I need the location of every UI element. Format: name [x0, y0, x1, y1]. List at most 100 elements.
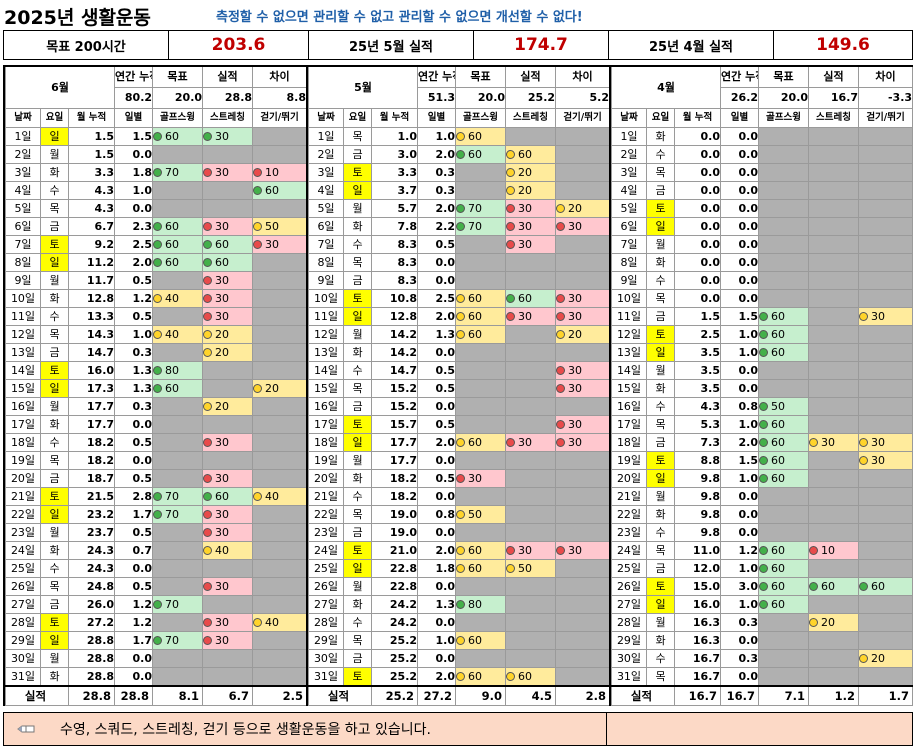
daily-cell: 0.0	[720, 199, 760, 218]
daily-cell: 2.3	[114, 217, 154, 236]
value-text: 20	[568, 327, 583, 341]
date-cell: 20일	[5, 469, 41, 488]
weekday-cell: 일	[343, 559, 372, 578]
status-dot-icon	[456, 221, 466, 231]
monthly-cum-cell: 14.3	[67, 325, 116, 344]
value-text: 30	[215, 129, 230, 143]
daily-cell: 0.0	[114, 451, 154, 470]
golf-cell	[152, 271, 204, 290]
stretch-cell	[808, 523, 860, 542]
golf-cell: 60	[455, 145, 507, 164]
status-dot-icon	[556, 383, 566, 393]
diff-value: 8.8	[252, 87, 308, 109]
table-row: 26일 월 22.8 0.0	[308, 577, 611, 596]
weekday-cell: 토	[40, 487, 69, 506]
golf-cell	[758, 271, 810, 290]
date-cell: 15일	[611, 379, 647, 398]
walk-cell	[555, 523, 611, 542]
table-row: 20일 금 18.7 0.5 30	[5, 469, 308, 488]
date-cell: 19일	[5, 451, 41, 470]
monthly-cum-cell: 14.7	[370, 361, 419, 380]
monthly-cum-cell: 8.3	[370, 235, 419, 254]
stretch-cell: 30	[505, 217, 557, 236]
date-cell: 17일	[308, 415, 344, 434]
monthly-cum-cell: 19.0	[370, 505, 419, 524]
value-text: 30	[215, 291, 230, 305]
summary-bar: 목표 200시간 203.6 25년 5월 실적 174.7 25년 4월 실적…	[3, 30, 913, 60]
monthly-cum-cell: 0.0	[673, 289, 722, 308]
table-row: 3일 목 0.0 0.0	[611, 163, 914, 182]
daily-cell: 1.8	[114, 163, 154, 182]
stretch-cell	[808, 487, 860, 506]
date-cell: 21일	[611, 487, 647, 506]
walk-cell: 20	[555, 199, 611, 218]
table-row: 14일 토 16.0 1.3 80	[5, 361, 308, 380]
date-cell: 3일	[5, 163, 41, 182]
value-text: 30	[568, 309, 583, 323]
daily-cell: 0.3	[417, 181, 457, 200]
golf-cell	[758, 145, 810, 164]
status-dot-icon	[203, 509, 213, 519]
golf-cell	[758, 253, 810, 272]
walk-cell: 30	[858, 433, 914, 452]
status-dot-icon	[506, 293, 516, 303]
daily-cell: 0.0	[417, 487, 457, 506]
value-text: 60	[518, 669, 533, 683]
weekday-cell: 일	[40, 127, 69, 146]
daily-cell: 0.0	[720, 667, 760, 687]
goal-value: 20.0	[758, 87, 810, 109]
walk-cell	[252, 451, 308, 470]
total-walk: 1.7	[858, 685, 914, 706]
weekday-cell: 토	[40, 613, 69, 632]
golf-cell	[152, 451, 204, 470]
monthly-cum-cell: 23.7	[67, 523, 116, 542]
status-dot-icon	[506, 167, 516, 177]
date-cell: 28일	[308, 613, 344, 632]
date-cell: 18일	[308, 433, 344, 452]
weekday-cell: 일	[40, 631, 69, 650]
note-box: 수영, 스쿼드, 스트레칭, 걷기 등으로 생활운동을 하고 있습니다.	[3, 712, 607, 746]
walk-cell	[252, 307, 308, 326]
weekday-cell: 수	[40, 433, 69, 452]
walk-cell: 30	[555, 415, 611, 434]
stretch-cell	[808, 379, 860, 398]
value-text: 70	[165, 165, 180, 179]
weekday-cell: 화	[40, 163, 69, 182]
diff-label: 차이	[858, 65, 914, 88]
stretch-cell	[202, 667, 254, 687]
status-dot-icon	[506, 185, 516, 195]
value-text: 70	[165, 597, 180, 611]
column-header-monthly: 월 누적	[67, 108, 116, 128]
monthly-cum-cell: 9.8	[673, 469, 722, 488]
golf-cell: 60	[152, 127, 204, 146]
value-text: 30	[568, 219, 583, 233]
golf-cell: 30	[455, 469, 507, 488]
value-text: 30	[265, 237, 280, 251]
monthly-cum-cell: 15.2	[370, 397, 419, 416]
status-dot-icon	[759, 401, 769, 411]
daily-cell: 1.3	[417, 595, 457, 614]
daily-cell: 1.5	[114, 127, 154, 146]
daily-cell: 0.0	[114, 649, 154, 668]
monthly-cum-cell: 17.3	[67, 379, 116, 398]
date-cell: 11일	[308, 307, 344, 326]
table-row: 23일 월 23.7 0.5 30	[5, 523, 308, 542]
table-row: 31일 토 25.2 2.0 60 60	[308, 667, 611, 687]
date-cell: 17일	[611, 415, 647, 434]
walk-cell	[252, 127, 308, 146]
actual-label: 실적	[808, 65, 860, 88]
table-row: 25일 일 22.8 1.8 60 50	[308, 559, 611, 578]
monthly-cum-cell: 22.8	[370, 577, 419, 596]
column-header-stretch: 스트레칭	[808, 108, 860, 128]
status-dot-icon	[203, 581, 213, 591]
weekday-cell: 목	[646, 415, 675, 434]
column-header-monthly: 월 누적	[370, 108, 419, 128]
stretch-cell	[808, 469, 860, 488]
date-cell: 12일	[611, 325, 647, 344]
walk-cell: 30	[555, 433, 611, 452]
daily-cell: 0.8	[417, 505, 457, 524]
walk-cell	[555, 595, 611, 614]
golf-cell	[455, 163, 507, 182]
stretch-cell: 30	[505, 541, 557, 560]
monthly-cum-cell: 24.3	[67, 559, 116, 578]
